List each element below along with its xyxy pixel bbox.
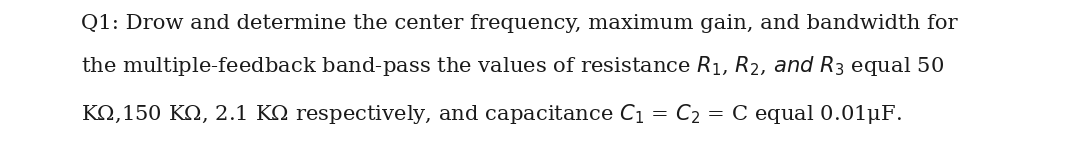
Text: the multiple-feedback band-pass the values of resistance $R_1$, $R_2$, $\mathit{: the multiple-feedback band-pass the valu… <box>81 55 944 78</box>
Text: Q1: Drow and determine the center frequency, maximum gain, and bandwidth for: Q1: Drow and determine the center freque… <box>81 14 958 33</box>
Text: KΩ,150 KΩ, 2.1 KΩ respectively, and capacitance $C_1$ = $C_2$ = C equal 0.01μF.: KΩ,150 KΩ, 2.1 KΩ respectively, and capa… <box>81 102 902 126</box>
